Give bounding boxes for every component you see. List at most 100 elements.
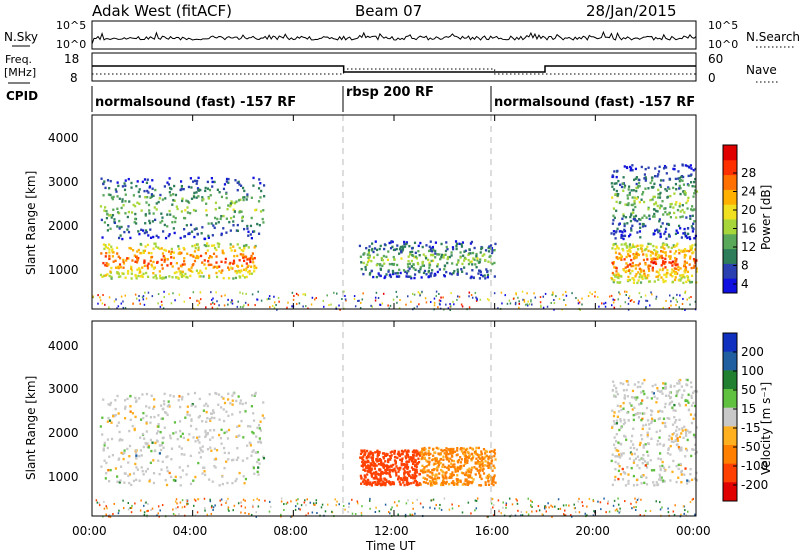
power-cell (689, 257, 692, 260)
power-cell (456, 268, 459, 271)
velocity-cell (105, 472, 108, 475)
velocity-cell (454, 470, 457, 473)
velocity-cell (392, 481, 395, 484)
velocity-cell (616, 392, 619, 396)
velocity-cell (686, 438, 689, 442)
power-cell (130, 265, 133, 269)
velocity-cell (470, 457, 473, 461)
velocity-noise-cell (258, 499, 260, 502)
power-cell (633, 253, 636, 257)
power-cell (240, 269, 243, 273)
power-cell (680, 236, 683, 239)
power-noise-cell (243, 304, 245, 307)
velocity-cell (690, 421, 694, 425)
velocity-noise-cell (531, 501, 534, 504)
power-cell (640, 274, 643, 278)
power-cell (117, 184, 120, 188)
power-cell (412, 267, 415, 270)
velocity-cell (441, 449, 444, 453)
power-cell (642, 200, 646, 204)
power-cell (633, 217, 636, 221)
velocity-cell (360, 464, 363, 468)
velocity-cell (388, 465, 391, 469)
power-cell (226, 207, 229, 211)
velocity-noise-cell (577, 500, 580, 503)
power-cell (651, 215, 655, 218)
power-cell (253, 266, 256, 270)
power-cell (681, 163, 684, 166)
velocity-noise-cell (535, 510, 538, 513)
velocity-cell (686, 479, 689, 482)
velocity-cell (192, 479, 195, 482)
power-cell (183, 263, 186, 266)
velocity-noise-cell (397, 513, 399, 516)
power-cell (155, 208, 158, 211)
power-cell (644, 177, 648, 181)
velocity-cell (191, 403, 194, 406)
power-cell (681, 179, 684, 182)
velocity-cell (164, 478, 167, 482)
power-cell (645, 254, 648, 258)
power-noise-cell (523, 298, 526, 301)
power-cell (370, 269, 373, 273)
velocity-cell (194, 405, 197, 408)
velocity-cell (363, 449, 366, 452)
velocity-cell (179, 476, 182, 479)
power-cell (487, 260, 490, 263)
velocity-cell (640, 391, 643, 394)
power-cell (691, 214, 694, 218)
power-cell (131, 259, 134, 262)
power-cell (623, 234, 627, 238)
velocity-cell (361, 460, 364, 464)
velocity-cell (478, 463, 482, 467)
velocity-cell (256, 451, 259, 454)
velocity-noise-cell (139, 509, 142, 512)
power-cell (617, 179, 620, 183)
power-cell (205, 244, 208, 248)
power-cell (434, 252, 437, 255)
power-cell (405, 241, 409, 244)
power-cell (612, 263, 615, 266)
velocity-noise-cell (143, 511, 146, 514)
velocity-noise-cell (157, 512, 160, 515)
velocity-noise-cell (541, 513, 544, 516)
power-noise-cell (468, 306, 471, 309)
velocity-cell (418, 483, 421, 487)
velocity-noise-cell (315, 499, 318, 502)
power-cell (110, 277, 113, 280)
power-cell (146, 178, 149, 181)
power-cell (458, 242, 461, 246)
power-noise-cell (425, 301, 428, 304)
power-cell (663, 247, 666, 250)
power-cell (199, 269, 202, 272)
velocity-cell (494, 481, 497, 484)
power-cell (431, 245, 434, 249)
power-cell (654, 257, 657, 261)
power-noise-cell (435, 295, 438, 298)
velocity-cell (364, 476, 367, 479)
velocity-cell (142, 473, 145, 476)
power-cell (404, 270, 407, 273)
velocity-cell (660, 476, 663, 479)
power-cell (148, 212, 151, 215)
power-cell (623, 165, 626, 168)
power-cell (683, 260, 686, 263)
power-cell (614, 242, 617, 246)
power-cell (686, 199, 689, 202)
power-cell (106, 223, 110, 227)
velocity-cell (640, 418, 643, 422)
velocity-cell (421, 464, 424, 468)
power-cell (118, 256, 122, 260)
power-cell (225, 177, 229, 181)
power-cell (107, 193, 111, 196)
power-cell (225, 196, 228, 200)
velocity-cell (230, 458, 234, 462)
power-cell (202, 275, 205, 278)
power-cell (616, 194, 619, 197)
power-noise-cell (534, 296, 537, 299)
velocity-cell (381, 464, 384, 467)
velocity-cell (428, 479, 432, 483)
power-cell (245, 262, 248, 265)
power-cell (421, 245, 424, 249)
